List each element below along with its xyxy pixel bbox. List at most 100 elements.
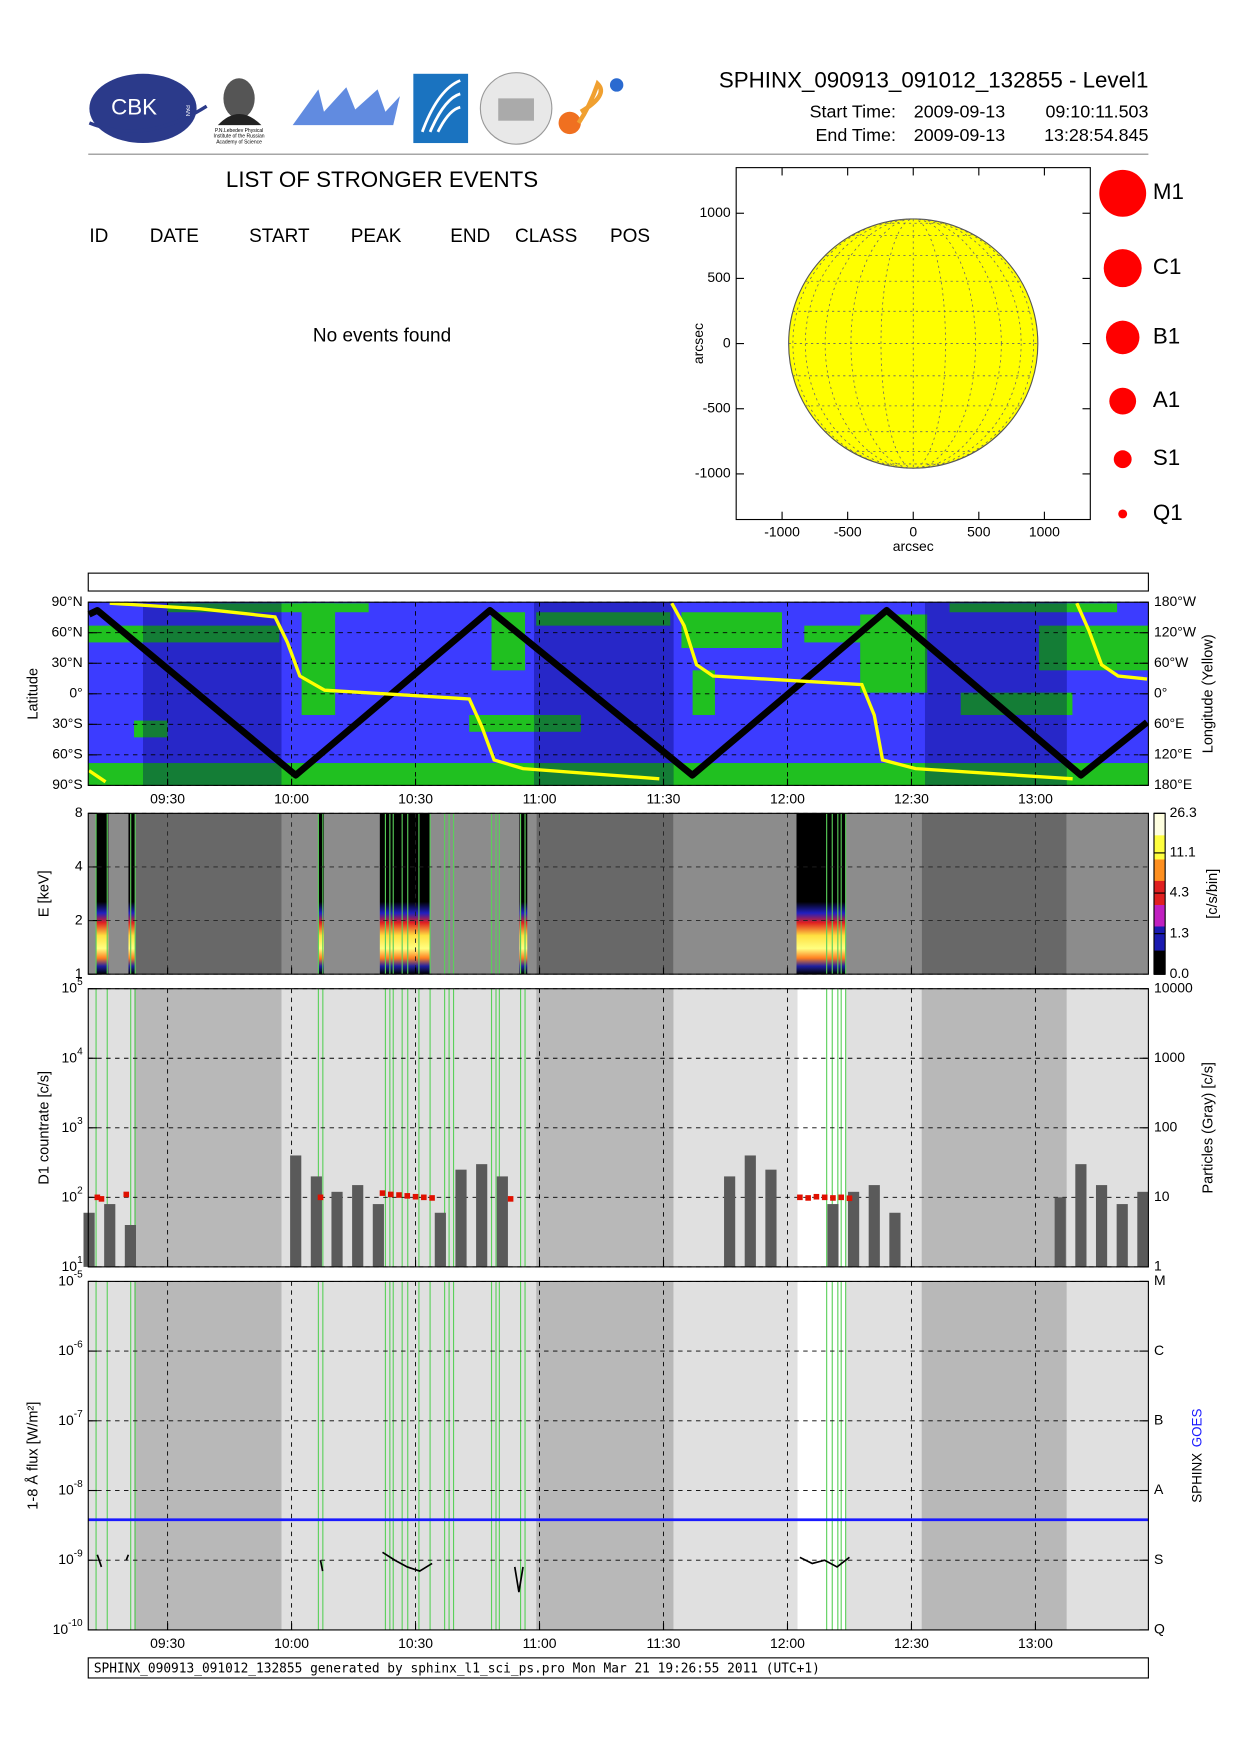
colorbar-cell <box>1153 866 1166 871</box>
particle-bar <box>889 1212 901 1267</box>
shading <box>1066 1281 1149 1630</box>
particle-bar <box>310 1176 322 1267</box>
shading <box>88 1281 135 1630</box>
y2-tick-label: Q <box>1154 1621 1165 1637</box>
count-point <box>507 1196 514 1202</box>
particle-bar <box>124 1225 136 1267</box>
y-tick-label: 1 <box>75 965 83 981</box>
colorbar-cell <box>1153 907 1166 911</box>
y-tick-label: 90°N <box>51 593 82 609</box>
y-tick-label: 10-9 <box>58 1548 83 1567</box>
particle-bar <box>1137 1191 1149 1267</box>
colorbar-cell <box>1153 904 1166 908</box>
shading <box>845 1281 922 1630</box>
shading <box>673 813 798 975</box>
y2-tick-label: 1000 <box>1154 1049 1185 1065</box>
y-tick-label: 10-7 <box>58 1409 83 1428</box>
colorbar-cell <box>1153 968 1166 973</box>
x-tick-label: 13:00 <box>1018 791 1053 807</box>
y-tick-label: 60°N <box>51 623 82 639</box>
land <box>949 603 1118 613</box>
legend-label: Q1 <box>1153 500 1183 525</box>
legend-dot <box>1118 509 1128 519</box>
count-point <box>813 1193 820 1200</box>
x-tick-label: 10:30 <box>398 1635 433 1651</box>
panel-frame <box>87 1280 1149 1631</box>
panel-frame <box>87 601 1149 786</box>
colorbar-cell <box>1153 845 1166 849</box>
colorbar-cell <box>1153 966 1166 970</box>
legend-label: M1 <box>1153 179 1184 204</box>
y-tick-label: 4 <box>75 858 83 874</box>
count-point <box>846 1195 853 1202</box>
x-tick-label: 0 <box>909 524 917 540</box>
colorbar-cell <box>1153 842 1166 847</box>
y-tick-label: 104 <box>62 1046 84 1065</box>
colorbar-cell <box>1153 874 1166 879</box>
x-tick-label: 12:00 <box>770 1635 805 1651</box>
count-point <box>838 1194 845 1201</box>
colorbar-cell <box>1153 888 1166 892</box>
count-point <box>805 1195 811 1201</box>
land <box>681 612 782 648</box>
count-point <box>412 1193 419 1200</box>
spectrum-block <box>318 813 324 975</box>
legend-dot <box>1105 320 1140 355</box>
y-axis-label: D1 countrate [c/s] <box>37 1071 53 1185</box>
particle-bar <box>744 1155 756 1267</box>
y2-tick-label: 60°E <box>1154 715 1184 731</box>
count-point <box>387 1191 394 1198</box>
logos: CBK PAN P.N.Lebedev Physical Institute o… <box>88 72 624 145</box>
colorbar-cell <box>1153 928 1166 932</box>
colorbar-tick-label: 11.1 <box>1170 844 1196 860</box>
colorbar-cell <box>1153 853 1166 857</box>
x-tick-label: -500 <box>834 524 862 540</box>
shading <box>1066 813 1149 975</box>
panel-frame <box>87 988 1149 1268</box>
colorbar-cell <box>1153 925 1166 930</box>
colorbar-cell <box>1153 952 1166 956</box>
events-title: LIST OF STRONGER EVENTS <box>226 167 538 192</box>
colorbar-cell <box>1153 872 1166 876</box>
particle-bar <box>290 1155 302 1267</box>
spectrum-block <box>379 813 431 975</box>
y-axis-label: E [keV] <box>37 870 53 917</box>
y-tick-label: 10-10 <box>53 1618 83 1637</box>
y-tick-label: 90°S <box>52 776 82 792</box>
start-label: Start Time: <box>810 102 896 122</box>
x-tick-label: 13:00 <box>1018 1635 1053 1651</box>
footer-box <box>87 1657 1149 1679</box>
colorbar-cell <box>1153 958 1166 962</box>
colorbar-tick-label: 0.0 <box>1170 965 1190 981</box>
shading <box>536 988 674 1267</box>
colorbar-cell <box>1153 858 1166 863</box>
colorbar-cell <box>1153 832 1166 836</box>
colorbar-label: [c/s/bin] <box>1205 869 1221 919</box>
y-tick-label: 0° <box>69 684 82 700</box>
particle-bar <box>372 1204 384 1267</box>
y2-tick-label: 0° <box>1154 684 1167 700</box>
land <box>167 603 369 613</box>
particle-bar <box>1054 1197 1066 1267</box>
x-tick-label: 10:30 <box>398 791 433 807</box>
particle-bar <box>104 1204 116 1267</box>
colorbar-cell <box>1153 826 1166 830</box>
legend-dot <box>1103 249 1142 288</box>
legend-label: S1 <box>1153 445 1180 470</box>
count-point <box>429 1195 435 1201</box>
empty-bar <box>87 572 1149 592</box>
y2-axis-label: Particles (Gray) [c/s] <box>1201 1062 1217 1193</box>
y-tick-label: 60°S <box>52 746 82 762</box>
y2-tick-label: B <box>1154 1412 1163 1428</box>
land <box>134 720 168 738</box>
colorbar-cell <box>1153 848 1166 852</box>
series-line <box>88 601 1148 784</box>
shading <box>845 813 922 975</box>
y-tick-label: 105 <box>62 977 84 996</box>
spectrum-block <box>128 813 136 975</box>
y2-tick-label: 10 <box>1154 1188 1170 1204</box>
colorbar-cell <box>1153 899 1166 903</box>
y2-tick-label: 1 <box>1154 1258 1162 1274</box>
particle-bar <box>496 1176 508 1267</box>
